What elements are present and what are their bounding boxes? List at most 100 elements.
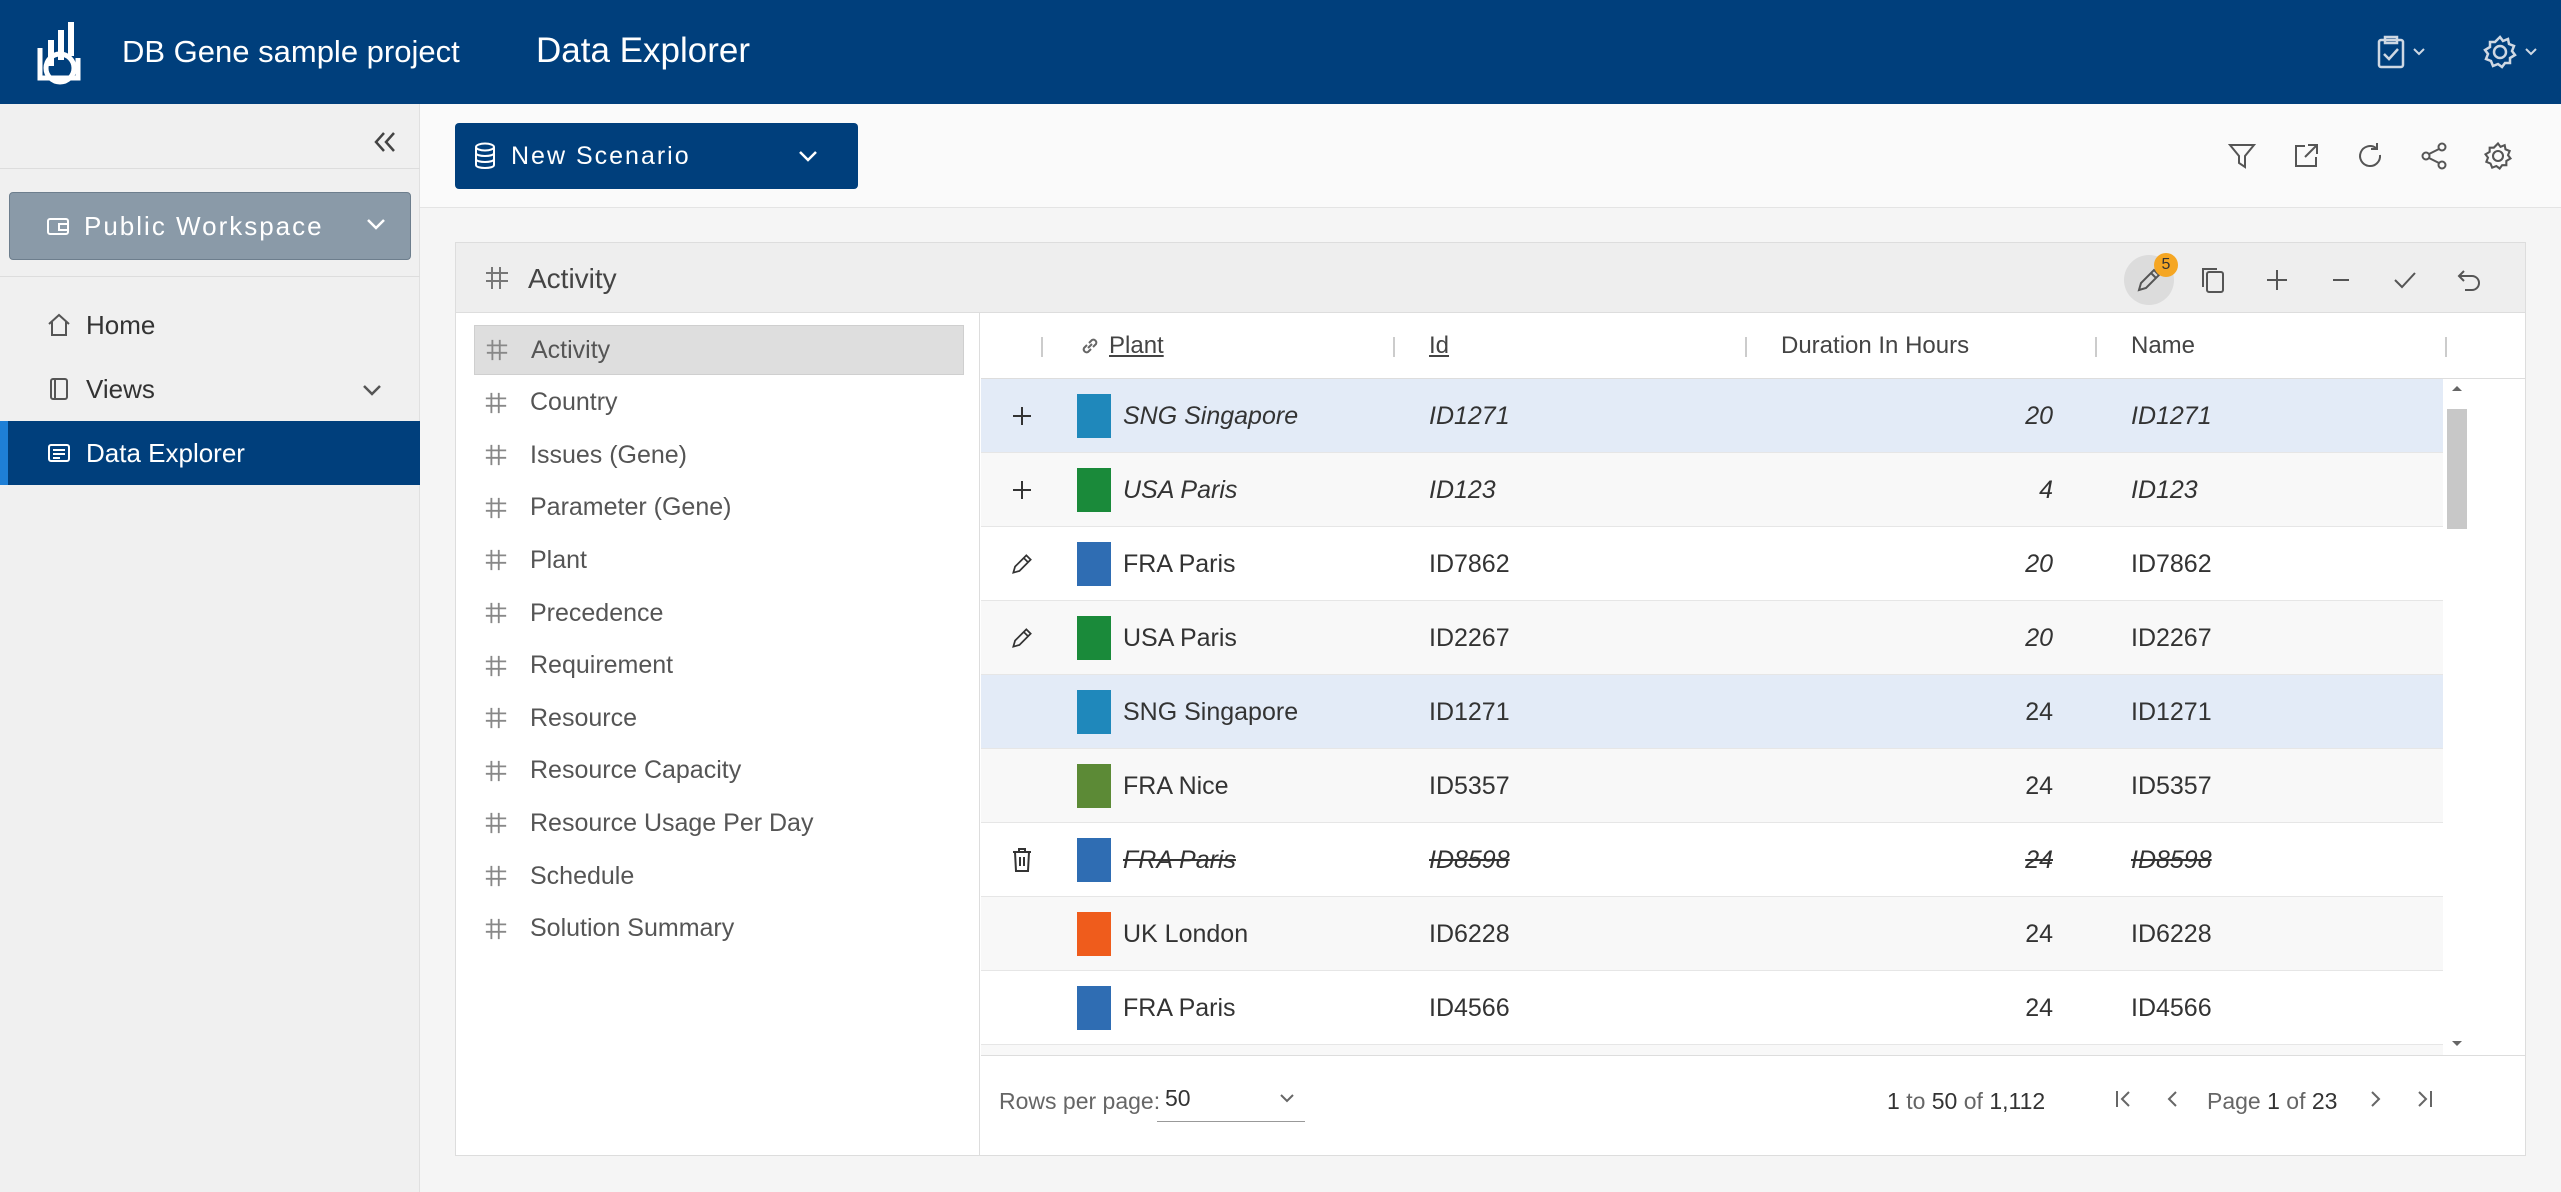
table-list-item[interactable]: Precedence: [474, 588, 964, 638]
table-row[interactable]: FRA Nice ID5357 24 ID5357: [981, 749, 2443, 823]
cell-id[interactable]: ID2267: [1429, 623, 1510, 652]
cell-name[interactable]: ID4566: [2131, 993, 2212, 1022]
copy-button[interactable]: [2188, 255, 2238, 305]
table-list-item[interactable]: Requirement: [474, 641, 964, 691]
filter-button[interactable]: [2222, 136, 2262, 176]
scroll-up-icon[interactable]: [2447, 381, 2467, 395]
cell-duration[interactable]: 24: [2025, 771, 2053, 800]
table-row[interactable]: SNG Singapore ID1271 20 ID1271: [981, 379, 2443, 453]
logo-icon[interactable]: [30, 18, 90, 88]
undo-button[interactable]: [2444, 255, 2494, 305]
cell-plant[interactable]: UK London: [1123, 919, 1249, 948]
cell-id[interactable]: ID8598: [1429, 845, 1510, 874]
cell-duration[interactable]: 20: [2025, 401, 2053, 430]
remove-row-button[interactable]: [2316, 255, 2366, 305]
cell-duration[interactable]: 4: [2039, 475, 2053, 504]
cell-name[interactable]: ID5357: [2131, 771, 2212, 800]
vertical-scrollbar[interactable]: [2443, 379, 2467, 1055]
cell-plant[interactable]: SNG Singapore: [1123, 697, 1299, 726]
next-page-button[interactable]: [2363, 1086, 2387, 1118]
column-header-duration[interactable]: Duration In Hours: [1781, 313, 1969, 379]
column-resizer[interactable]: [2445, 337, 2447, 357]
collapse-sidebar-icon[interactable]: [372, 124, 398, 163]
column-resizer[interactable]: [1393, 337, 1395, 357]
cell-id[interactable]: ID1271: [1429, 401, 1510, 430]
first-page-button[interactable]: [2111, 1086, 2135, 1118]
column-resizer[interactable]: [2095, 337, 2097, 357]
cell-name[interactable]: ID8598: [2131, 845, 2212, 874]
column-resizer[interactable]: [1745, 337, 1747, 357]
row-state-added[interactable]: [1007, 475, 1037, 505]
open-external-button[interactable]: [2286, 136, 2326, 176]
cell-name[interactable]: ID1271: [2131, 401, 2212, 430]
last-page-button[interactable]: [2413, 1086, 2437, 1118]
table-list-item[interactable]: Resource Usage Per Day: [474, 798, 964, 848]
table-row[interactable]: USA Paris ID2267 20 ID2267: [981, 601, 2443, 675]
table-row[interactable]: FRA Paris ID4566 24 ID4566: [981, 971, 2443, 1045]
row-state-edited[interactable]: [1007, 549, 1037, 579]
cell-id[interactable]: ID123: [1429, 475, 1496, 504]
cell-name[interactable]: ID123: [2131, 475, 2198, 504]
cell-duration[interactable]: 24: [2025, 919, 2053, 948]
table-list-item[interactable]: Resource Capacity: [474, 746, 964, 796]
cell-plant[interactable]: SNG Singapore: [1123, 401, 1299, 430]
previous-page-button[interactable]: [2161, 1086, 2185, 1118]
cell-duration[interactable]: 20: [2025, 549, 2053, 578]
scrollbar-thumb[interactable]: [2447, 409, 2467, 529]
cell-duration[interactable]: 20: [2025, 623, 2053, 652]
cell-id[interactable]: ID7862: [1429, 549, 1510, 578]
commit-button[interactable]: [2380, 255, 2430, 305]
table-list-item[interactable]: Solution Summary: [474, 904, 964, 954]
rows-per-page-select[interactable]: 50: [1157, 1076, 1305, 1122]
cell-plant[interactable]: FRA Paris: [1123, 549, 1236, 578]
scroll-down-icon[interactable]: [2447, 1037, 2467, 1051]
table-row[interactable]: FRA Paris ID7862 20 ID7862: [981, 527, 2443, 601]
sidebar-item-home[interactable]: Home: [0, 293, 420, 357]
table-row[interactable]: SNG Singapore ID1271 24 ID1271: [981, 675, 2443, 749]
column-header-plant[interactable]: Plant: [1079, 313, 1164, 379]
cell-id[interactable]: ID5357: [1429, 771, 1510, 800]
cell-name[interactable]: ID7862: [2131, 549, 2212, 578]
table-row[interactable]: USA Paris ID123 4 ID123: [981, 453, 2443, 527]
edit-button[interactable]: 5: [2124, 253, 2178, 305]
clipboard-menu-button[interactable]: [2376, 30, 2446, 74]
cell-plant[interactable]: FRA Paris: [1123, 845, 1236, 874]
column-header-name[interactable]: Name: [2131, 313, 2195, 379]
cell-duration[interactable]: 24: [2025, 845, 2053, 874]
workspace-selector[interactable]: Public Workspace: [9, 192, 411, 260]
cell-duration[interactable]: 24: [2025, 993, 2053, 1022]
table-row[interactable]: FRA Paris ID8598 24 ID8598: [981, 823, 2443, 897]
table-row[interactable]: UK London ID6228 24 ID6228: [981, 897, 2443, 971]
row-state-deleted[interactable]: [1007, 845, 1037, 875]
cell-plant[interactable]: USA Paris: [1123, 475, 1238, 504]
table-list-item[interactable]: Plant: [474, 535, 964, 585]
cell-name[interactable]: ID2267: [2131, 623, 2212, 652]
table-list-item[interactable]: Country: [474, 378, 964, 428]
cell-duration[interactable]: 24: [2025, 697, 2053, 726]
scenario-selector[interactable]: New Scenario: [455, 123, 858, 189]
cell-name[interactable]: ID6228: [2131, 919, 2212, 948]
sidebar-item-data-explorer[interactable]: Data Explorer: [0, 421, 420, 485]
refresh-button[interactable]: [2350, 136, 2390, 176]
cell-plant[interactable]: USA Paris: [1123, 623, 1237, 652]
settings-button[interactable]: [2478, 136, 2518, 176]
cell-name[interactable]: ID1271: [2131, 697, 2212, 726]
table-list-item[interactable]: Resource: [474, 693, 964, 743]
cell-id[interactable]: ID6228: [1429, 919, 1510, 948]
row-state-edited[interactable]: [1007, 623, 1037, 653]
column-header-id[interactable]: Id: [1429, 313, 1449, 379]
share-button[interactable]: [2414, 136, 2454, 176]
cell-id[interactable]: ID4566: [1429, 993, 1510, 1022]
cell-plant[interactable]: FRA Nice: [1123, 771, 1229, 800]
table-row[interactable]: [981, 1045, 2443, 1055]
row-state-added[interactable]: [1007, 401, 1037, 431]
cell-plant[interactable]: FRA Paris: [1123, 993, 1236, 1022]
table-list-item[interactable]: Schedule: [474, 851, 964, 901]
sidebar-item-views[interactable]: Views: [0, 357, 420, 421]
settings-menu-button[interactable]: [2482, 30, 2552, 74]
cell-id[interactable]: ID1271: [1429, 697, 1510, 726]
column-resizer[interactable]: [1041, 337, 1043, 357]
add-row-button[interactable]: [2252, 255, 2302, 305]
table-list-item[interactable]: Parameter (Gene): [474, 483, 964, 533]
table-list-item[interactable]: Activity: [474, 325, 964, 375]
